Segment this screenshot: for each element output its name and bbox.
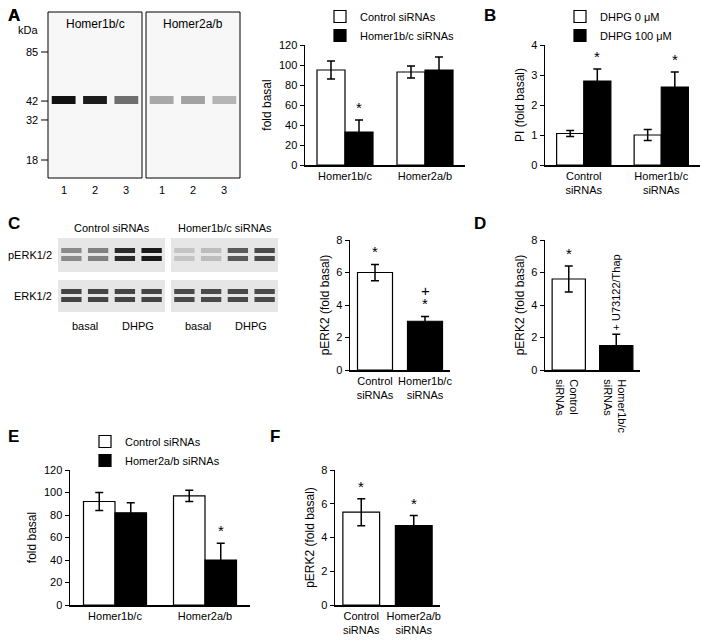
svg-text:ControlsiRNAs: ControlsiRNAs: [357, 375, 394, 401]
svg-text:fold basal: fold basal: [260, 79, 274, 130]
svg-text:DHPG 0 μM: DHPG 0 μM: [600, 11, 660, 23]
svg-text:ControlsiRNAs: ControlsiRNAs: [343, 610, 380, 636]
svg-text:1: 1: [61, 184, 67, 196]
svg-text:0: 0: [531, 159, 537, 171]
svg-text:DHPG 100 μM: DHPG 100 μM: [600, 30, 672, 42]
svg-text:Homer2a/b: Homer2a/b: [398, 170, 452, 182]
svg-text:*: *: [411, 495, 417, 512]
svg-text:Homer1b/c siRNAs: Homer1b/c siRNAs: [360, 30, 454, 42]
svg-text:0: 0: [321, 599, 327, 611]
svg-text:Control siRNAs: Control siRNAs: [360, 11, 436, 23]
svg-text:2: 2: [92, 184, 98, 196]
svg-text:4: 4: [336, 299, 342, 311]
svg-text:4: 4: [531, 39, 537, 51]
svg-text:80: 80: [50, 509, 62, 521]
svg-text:Homer1b/csiRNAs: Homer1b/csiRNAs: [634, 170, 688, 196]
svg-text:pERK1/2: pERK1/2: [8, 249, 52, 261]
svg-text:Homer1b/csiRNAs: Homer1b/csiRNAs: [398, 375, 452, 401]
svg-text:Homer2a/bsiRNAs: Homer2a/bsiRNAs: [387, 610, 441, 636]
svg-text:6: 6: [336, 266, 342, 278]
svg-text:42: 42: [26, 95, 38, 107]
svg-text:Homer1b/c: Homer1b/c: [66, 17, 125, 31]
svg-text:*: *: [566, 245, 572, 262]
svg-text:120: 120: [279, 39, 297, 51]
svg-text:*: *: [422, 295, 428, 312]
svg-text:Control siRNAs: Control siRNAs: [125, 436, 201, 448]
svg-text:6: 6: [531, 266, 537, 278]
svg-text:2: 2: [531, 99, 537, 111]
svg-text:40: 40: [285, 119, 297, 131]
svg-text:0: 0: [531, 364, 537, 376]
svg-text:80: 80: [285, 79, 297, 91]
svg-text:kDa: kDa: [18, 24, 38, 36]
svg-text:DHPG: DHPG: [235, 320, 267, 332]
svg-text:4: 4: [531, 299, 537, 311]
svg-text:2: 2: [321, 565, 327, 577]
svg-text:1: 1: [159, 184, 165, 196]
svg-text:20: 20: [50, 576, 62, 588]
svg-text:D: D: [474, 214, 486, 233]
svg-text:*: *: [356, 99, 362, 116]
svg-text:F: F: [270, 427, 280, 446]
svg-text:fold basal: fold basal: [25, 512, 39, 563]
svg-text:*: *: [372, 243, 378, 260]
svg-text:60: 60: [50, 531, 62, 543]
svg-text:0: 0: [56, 599, 62, 611]
svg-text:2: 2: [336, 331, 342, 343]
svg-text:*: *: [218, 522, 224, 539]
svg-text:2: 2: [531, 331, 537, 343]
svg-text:4: 4: [321, 531, 327, 543]
svg-text:pERK2 (fold basal): pERK2 (fold basal): [318, 255, 332, 356]
svg-text:*: *: [672, 51, 678, 68]
svg-text:6: 6: [321, 498, 327, 510]
svg-text:ControlsiRNAs: ControlsiRNAs: [565, 170, 602, 196]
svg-text:Control siRNAs: Control siRNAs: [74, 222, 150, 234]
svg-text:basal: basal: [185, 320, 211, 332]
svg-text:A: A: [8, 6, 20, 25]
svg-text:2: 2: [190, 184, 196, 196]
svg-text:Homer2a/b siRNAs: Homer2a/b siRNAs: [125, 455, 220, 467]
svg-text:*: *: [358, 478, 364, 495]
svg-text:ControlsiRNAs: ControlsiRNAs: [554, 379, 580, 416]
svg-text:60: 60: [285, 99, 297, 111]
svg-text:1: 1: [531, 129, 537, 141]
svg-text:3: 3: [531, 69, 537, 81]
svg-text:ERK1/2: ERK1/2: [14, 290, 52, 302]
svg-text:Homer1b/csiRNAs: Homer1b/csiRNAs: [602, 379, 628, 433]
svg-text:*: *: [594, 48, 600, 65]
svg-text:Homer1b/c siRNAs: Homer1b/c siRNAs: [178, 222, 272, 234]
svg-text:Homer1b/c: Homer1b/c: [88, 610, 142, 622]
svg-text:Homer1b/c: Homer1b/c: [318, 170, 372, 182]
svg-text:+: +: [421, 282, 430, 299]
svg-text:pERK2 (fold basal): pERK2 (fold basal): [303, 487, 317, 588]
svg-text:0: 0: [291, 159, 297, 171]
svg-text:18: 18: [26, 154, 38, 166]
svg-text:120: 120: [44, 464, 62, 476]
svg-text:8: 8: [336, 234, 342, 246]
svg-text:0: 0: [336, 364, 342, 376]
svg-text:Homer2a/b: Homer2a/b: [178, 610, 232, 622]
svg-text:C: C: [8, 214, 20, 233]
svg-text:DHPG: DHPG: [122, 320, 154, 332]
svg-text:3: 3: [123, 184, 129, 196]
svg-text:3: 3: [221, 184, 227, 196]
svg-text:40: 40: [50, 554, 62, 566]
svg-text:32: 32: [26, 114, 38, 126]
svg-text:basal: basal: [72, 320, 98, 332]
svg-text:pERK2 (fold basal): pERK2 (fold basal): [513, 255, 527, 356]
svg-text:8: 8: [321, 464, 327, 476]
svg-text:100: 100: [44, 486, 62, 498]
svg-text:E: E: [8, 427, 19, 446]
svg-text:+ U73122/Thap: + U73122/Thap: [610, 254, 622, 330]
svg-text:85: 85: [26, 46, 38, 58]
svg-text:Homer2a/b: Homer2a/b: [163, 17, 223, 31]
svg-text:20: 20: [285, 139, 297, 151]
svg-text:PI (fold basal): PI (fold basal): [513, 68, 527, 142]
svg-text:B: B: [484, 6, 496, 25]
svg-text:100: 100: [279, 59, 297, 71]
svg-text:A: A: [8, 6, 20, 25]
svg-text:8: 8: [531, 234, 537, 246]
